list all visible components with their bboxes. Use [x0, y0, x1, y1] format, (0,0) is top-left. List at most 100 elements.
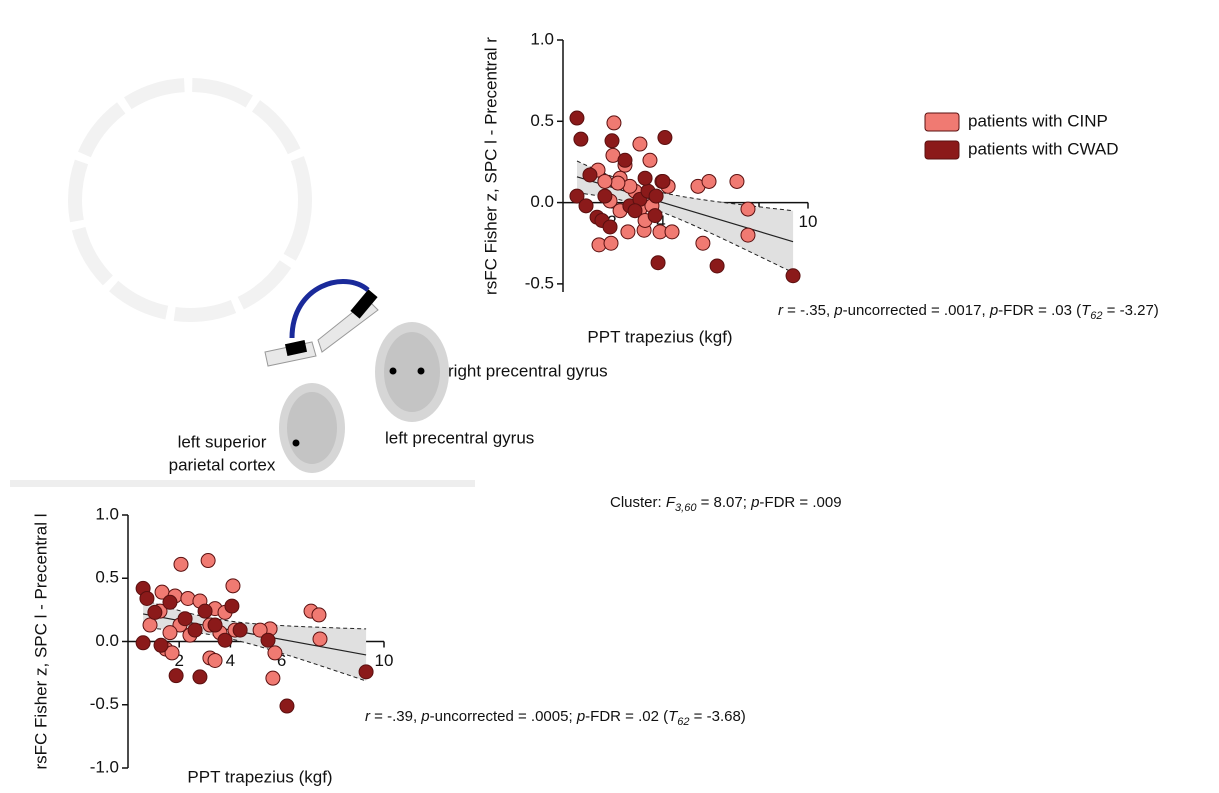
y-tick-label: 0.0: [530, 192, 554, 211]
text: 62: [1090, 310, 1103, 322]
text: -FDR = .03 (: [998, 302, 1082, 319]
text: -FDR = .02 (: [585, 708, 669, 725]
data-point: [701, 173, 717, 189]
segment: [317, 299, 379, 353]
data-point: [578, 198, 594, 214]
y-tick-label: 1.0: [530, 29, 554, 48]
region-dot: [389, 367, 397, 375]
data-point: [582, 167, 598, 183]
data-point: [647, 208, 663, 224]
data-point: [162, 625, 178, 641]
data-point: [740, 201, 756, 217]
stats-annotation: r = -.39, p-uncorrected = .0005; p-FDR =…: [365, 708, 746, 728]
ring: [68, 78, 312, 322]
separator: [10, 480, 475, 487]
data-point: [740, 227, 756, 243]
data-point: [139, 590, 155, 606]
text: r: [365, 708, 370, 725]
data-point: [142, 617, 158, 633]
ci-band: [143, 599, 367, 681]
y-tick-label: 0.5: [95, 568, 119, 587]
data-point: [604, 133, 620, 149]
text: -FDR = .009: [759, 494, 842, 511]
data-point: [620, 224, 636, 240]
data-point: [729, 173, 745, 189]
legend-label: patients with CWAD: [968, 139, 1119, 158]
legend-swatch: [924, 140, 960, 160]
data-point: [162, 594, 178, 610]
cluster-annotation: Cluster: F3,60 = 8.07; p-FDR = .009: [610, 494, 842, 514]
data-point: [603, 235, 619, 251]
data-point: [627, 203, 643, 219]
data-point: [617, 152, 633, 168]
data-point: [573, 131, 589, 147]
x-axis-label: PPT trapezius (kgf): [187, 767, 332, 786]
y-axis-label: rsFC Fisher z, SPC l - Precentral r: [481, 37, 500, 295]
connection: [289, 279, 370, 339]
x-tick-label: 2: [174, 651, 183, 670]
text: Cluster:: [610, 494, 666, 511]
x-tick-label: 10: [799, 212, 818, 231]
data-point: [197, 603, 213, 619]
brain: [287, 392, 337, 464]
data-point: [695, 235, 711, 251]
text: p: [576, 708, 586, 725]
text: = 8.07;: [696, 494, 752, 511]
y-axis-label: rsFC Fisher z, SPC l - Precentral l: [31, 514, 50, 770]
data-point: [637, 170, 653, 186]
data-point: [650, 255, 666, 271]
text: p: [989, 302, 999, 319]
data-point: [200, 553, 216, 569]
data-point: [187, 622, 203, 638]
legend-swatch: [924, 112, 960, 132]
data-point: [207, 652, 223, 668]
text: -uncorrected = .0017,: [842, 302, 990, 319]
data-point: [173, 556, 189, 572]
data-point: [207, 617, 223, 633]
data-point: [312, 631, 328, 647]
y-tick-label: 1.0: [95, 504, 119, 523]
y-tick-label: -1.0: [90, 757, 119, 776]
text: T: [1081, 302, 1091, 319]
data-point: [597, 188, 613, 204]
text: T: [668, 708, 678, 725]
data-point: [569, 188, 585, 204]
region-marker: [350, 289, 378, 319]
text: 3,60: [675, 502, 697, 514]
region-label: left superior: [178, 432, 267, 451]
y-tick-label: -0.5: [525, 273, 554, 292]
data-point: [168, 668, 184, 684]
data-point: [267, 645, 283, 661]
text: F: [665, 494, 676, 511]
data-point: [180, 590, 196, 606]
region-dot: [417, 367, 425, 375]
data-point: [642, 152, 658, 168]
data-point: [232, 622, 248, 638]
data-point: [153, 637, 169, 653]
data-point: [164, 645, 180, 661]
data-point: [217, 632, 233, 648]
data-point: [657, 130, 673, 146]
data-point: [597, 173, 613, 189]
data-point: [569, 110, 585, 126]
text: = -3.27): [1102, 302, 1159, 319]
brain: [384, 332, 440, 412]
region-marker: [284, 340, 308, 356]
text: = -.35,: [783, 302, 835, 319]
legend-label: patients with CINP: [968, 111, 1108, 130]
y-tick-label: 0.0: [95, 631, 119, 650]
x-axis-label: PPT trapezius (kgf): [587, 327, 732, 346]
x-tick-label: 10: [375, 651, 394, 670]
data-point: [632, 136, 648, 152]
region-label: left precentral gyrus: [385, 428, 534, 447]
text: p: [751, 494, 760, 511]
data-point: [260, 632, 276, 648]
region-label: parietal cortex: [169, 455, 276, 474]
ci-bound: [576, 160, 794, 212]
y-tick-label: -0.5: [90, 694, 119, 713]
data-point: [648, 188, 664, 204]
y-tick-label: 0.5: [530, 111, 554, 130]
region-dot: [292, 439, 300, 447]
data-point: [192, 669, 208, 685]
